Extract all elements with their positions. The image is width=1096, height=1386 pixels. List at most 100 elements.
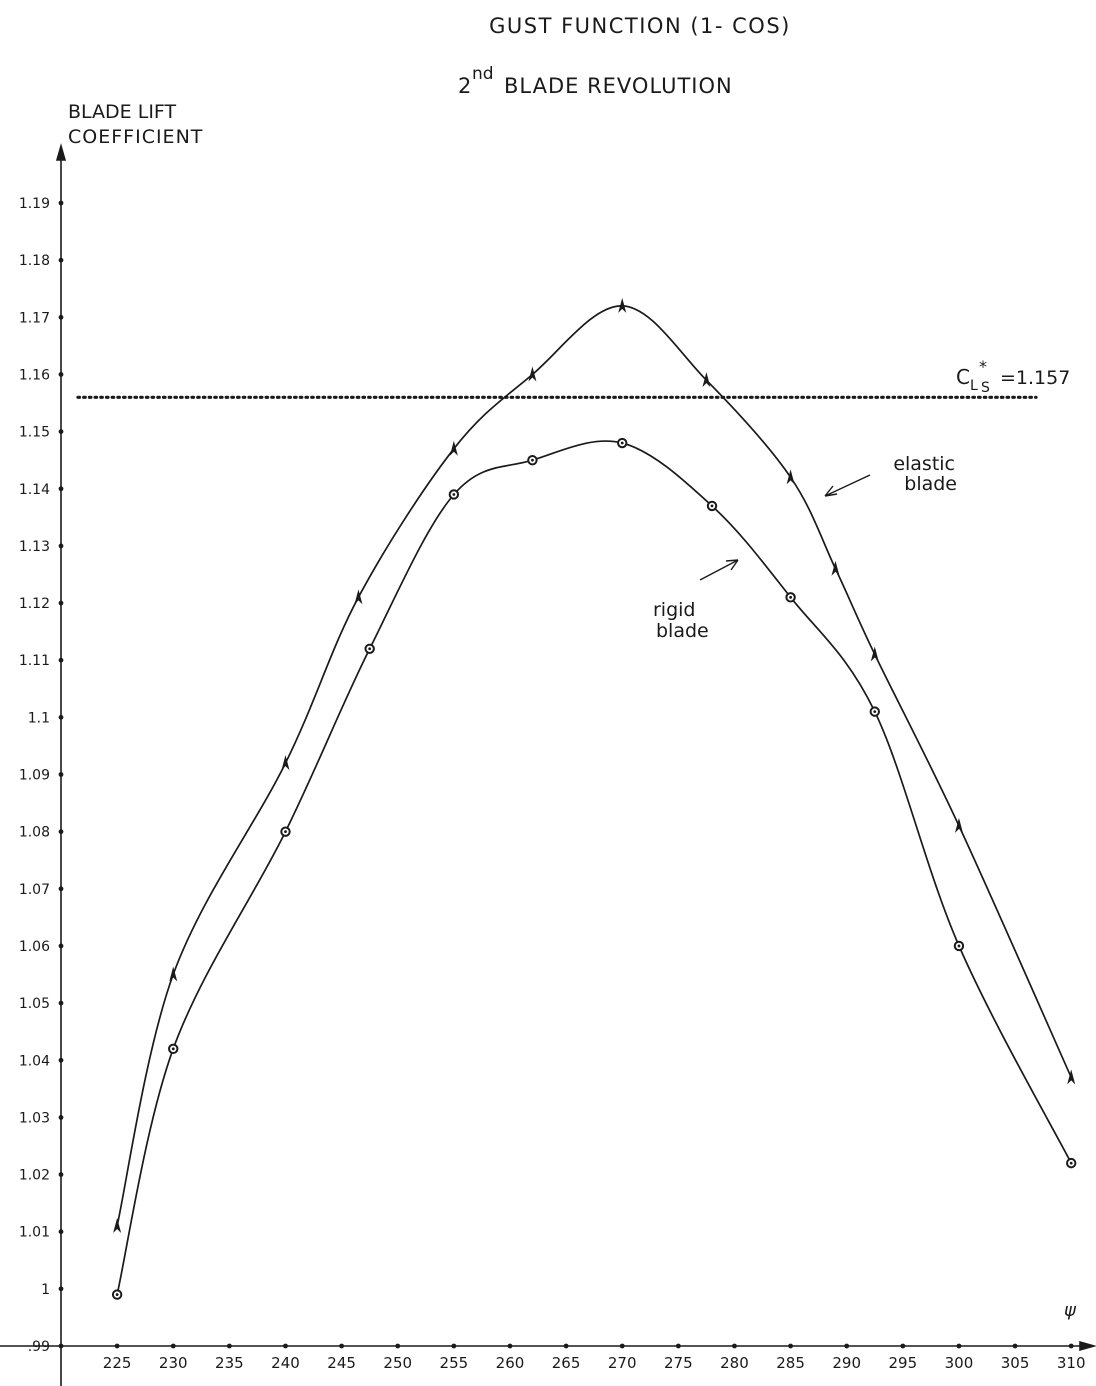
elastic-blade-point — [954, 817, 963, 833]
y-tick-mark — [58, 772, 64, 777]
chart-subtitle-text: BLADE REVOLUTION — [504, 74, 733, 98]
x-tick-label: 260 — [496, 1354, 525, 1372]
x-tick-label: 240 — [271, 1354, 300, 1372]
y-tick-label: 1.04 — [19, 1053, 50, 1069]
y-tick-mark — [58, 829, 64, 835]
x-tick-mark — [619, 1343, 625, 1349]
y-tick-label: 1.12 — [19, 596, 50, 612]
reference-label-sub-s: S — [981, 380, 990, 396]
x-tick-label: 225 — [103, 1354, 132, 1372]
y-tick-mark — [58, 200, 64, 206]
elastic-blade-point — [1067, 1069, 1076, 1085]
rigid-blade-line — [116, 440, 1072, 1295]
elastic-blade-point — [354, 589, 363, 605]
y-tick-mark — [58, 486, 64, 492]
y-tick-label: 1.08 — [19, 825, 50, 841]
x-tick-mark — [1068, 1343, 1074, 1349]
elastic-blade-point — [528, 366, 537, 382]
y-tick-label: 1.18 — [19, 253, 50, 269]
y-tick-mark — [58, 657, 64, 663]
x-tick-mark — [788, 1343, 793, 1349]
y-tick-mark — [58, 1057, 64, 1063]
x-tick-label: 310 — [1057, 1354, 1086, 1372]
x-tick-label: 290 — [832, 1354, 861, 1372]
y-tick-mark — [58, 1229, 64, 1235]
x-tick-label: 230 — [159, 1354, 188, 1372]
reference-label-c: C — [956, 365, 970, 389]
rigid-label-line2: blade — [656, 620, 709, 642]
rigid-blade-point-center — [531, 458, 534, 462]
y-tick-label: 1.03 — [19, 1110, 50, 1126]
x-tick-mark — [170, 1343, 176, 1349]
x-tick-mark — [675, 1343, 681, 1349]
rigid-pointer-arrow — [699, 559, 739, 581]
x-axis-arrowhead — [1079, 1340, 1096, 1352]
y-tick-mark — [58, 314, 64, 320]
y-tick-label: 1 — [41, 1282, 50, 1298]
x-tick-label: 235 — [215, 1354, 244, 1372]
chart-subtitle-superscript: nd — [472, 64, 494, 84]
rigid-blade-point-center — [1069, 1161, 1073, 1165]
y-tick-mark — [58, 257, 64, 263]
y-tick-label: 1.07 — [19, 882, 50, 898]
rigid-blade-point-center — [284, 830, 287, 834]
y-tick-mark — [58, 1000, 64, 1006]
rigid-blade-point-center — [452, 493, 456, 496]
x-tick-label: 285 — [776, 1354, 805, 1372]
elastic-blade-point — [281, 755, 290, 771]
y-tick-mark — [58, 429, 64, 434]
reference-label-sub-l: L — [970, 378, 978, 394]
x-tick-label: 275 — [664, 1354, 693, 1372]
rigid-blade-point-center — [171, 1047, 175, 1051]
elastic-blade-point — [870, 646, 879, 662]
x-tick-mark — [844, 1343, 850, 1349]
x-tick-label: 265 — [552, 1354, 581, 1372]
y-tick-label: 1.09 — [19, 768, 50, 784]
x-tick-mark — [563, 1343, 569, 1349]
x-tick-label: 255 — [440, 1354, 469, 1372]
elastic-blade-line — [116, 305, 1072, 1227]
elastic-label-line2: blade — [904, 473, 957, 495]
elastic-blade-point — [702, 372, 711, 388]
elastic-blade-point — [618, 297, 627, 313]
rigid-blade-point-center — [789, 595, 792, 599]
x-tick-mark — [451, 1343, 457, 1349]
y-tick-label: 1.06 — [19, 939, 50, 955]
elastic-blade-point — [786, 469, 795, 485]
y-tick-mark — [58, 1286, 64, 1292]
reference-label-value: =1.157 — [1000, 367, 1070, 389]
x-tick-mark — [114, 1343, 120, 1349]
y-tick-label: 1.02 — [19, 1168, 50, 1184]
x-tick-mark — [226, 1343, 232, 1349]
y-tick-mark — [58, 1115, 64, 1120]
x-tick-mark — [339, 1343, 345, 1349]
y-tick-label: 1.15 — [19, 425, 50, 441]
rigid-blade-point-center — [368, 647, 372, 651]
x-tick-label: 300 — [945, 1354, 974, 1372]
x-tick-label: 295 — [889, 1354, 918, 1372]
y-tick-mark — [58, 372, 64, 377]
x-tick-mark — [507, 1343, 513, 1349]
reference-label-star: * — [979, 357, 987, 376]
y-tick-mark — [58, 600, 64, 606]
chart-title: GUST FUNCTION (1- COS) — [489, 14, 791, 38]
y-tick-label: .99 — [28, 1339, 50, 1355]
y-tick-label: 1.13 — [19, 539, 50, 555]
x-tick-label: 305 — [1001, 1354, 1030, 1372]
rigid-blade-point-center — [620, 441, 624, 445]
elastic-blade-point — [113, 1217, 122, 1233]
x-axis-label: ψ — [1064, 1300, 1077, 1321]
y-tick-label: 1.17 — [19, 310, 50, 326]
rigid-blade-point-center — [957, 944, 961, 948]
x-tick-label: 280 — [720, 1354, 749, 1372]
elastic-blade-point — [831, 560, 840, 576]
y-tick-label: 1.19 — [19, 196, 50, 212]
y-tick-label: 1.11 — [19, 653, 50, 669]
y-tick-label: 1.14 — [19, 482, 50, 498]
x-tick-mark — [956, 1343, 962, 1349]
y-tick-mark — [58, 886, 64, 892]
y-tick-label: 1.05 — [19, 996, 50, 1012]
x-tick-mark — [900, 1343, 906, 1349]
x-tick-mark — [732, 1343, 737, 1349]
y-tick-mark — [58, 714, 64, 720]
